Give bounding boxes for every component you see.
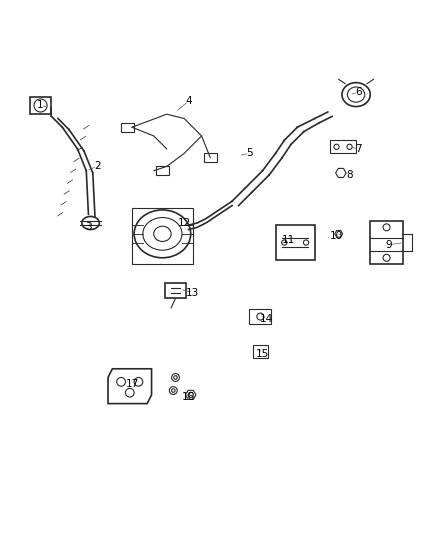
Text: 12: 12 bbox=[177, 218, 191, 228]
Text: 11: 11 bbox=[282, 236, 295, 245]
Text: 4: 4 bbox=[185, 96, 192, 106]
Text: 5: 5 bbox=[246, 148, 253, 158]
Text: 15: 15 bbox=[256, 349, 269, 359]
Text: 1: 1 bbox=[37, 100, 44, 110]
Text: 10: 10 bbox=[330, 231, 343, 241]
Text: 7: 7 bbox=[355, 144, 362, 154]
Text: 14: 14 bbox=[260, 314, 273, 324]
Text: 9: 9 bbox=[385, 240, 392, 250]
Text: 16: 16 bbox=[182, 392, 195, 402]
Text: 17: 17 bbox=[125, 379, 138, 389]
Text: 3: 3 bbox=[85, 222, 92, 232]
Text: 6: 6 bbox=[355, 87, 362, 98]
Text: 2: 2 bbox=[94, 161, 100, 172]
Text: 8: 8 bbox=[346, 170, 353, 180]
Text: 13: 13 bbox=[186, 288, 200, 297]
